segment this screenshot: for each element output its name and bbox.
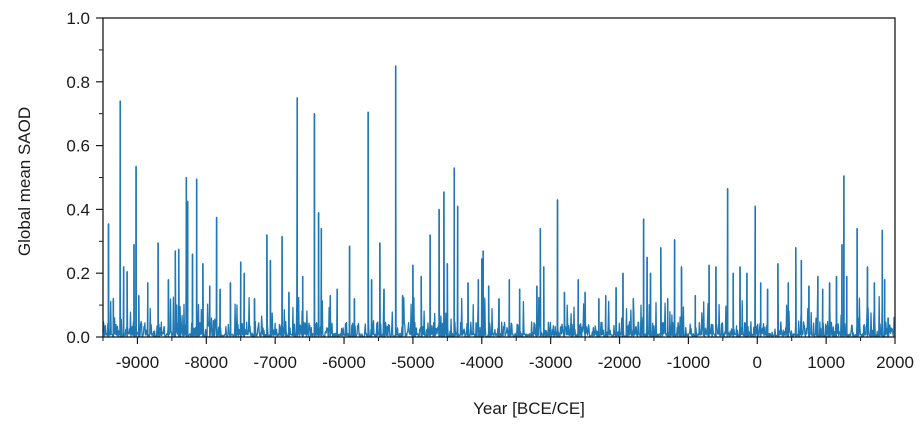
y-tick-label: 0.2 xyxy=(66,264,90,283)
saod-line xyxy=(102,65,895,338)
x-tick-label: 0 xyxy=(753,353,762,372)
x-tick-label: 1000 xyxy=(807,353,845,372)
x-tick-label: -5000 xyxy=(391,353,434,372)
x-tick-label: -8000 xyxy=(185,353,228,372)
x-tick-label: -9000 xyxy=(116,353,159,372)
x-tick-label: -4000 xyxy=(460,353,503,372)
x-tick-label: -2000 xyxy=(598,353,641,372)
y-tick-label: 0.8 xyxy=(66,73,90,92)
x-tick-label: -7000 xyxy=(253,353,296,372)
x-tick-label: -3000 xyxy=(529,353,572,372)
x-tick-label: -1000 xyxy=(667,353,710,372)
x-axis-title: Year [BCE/CE] xyxy=(473,399,585,418)
saod-series xyxy=(102,65,895,338)
x-axis: -9000 -8000 -7000 -6000 -5000 -4000 -3000 -2000… xyxy=(102,337,914,372)
y-axis: 0.0 0.2 0.4 0.6 0.8 1.0 xyxy=(66,9,103,347)
y-tick-label: 1.0 xyxy=(66,9,90,28)
y-tick-label: 0.6 xyxy=(66,137,90,156)
x-tick-label: -6000 xyxy=(322,353,365,372)
y-axis-title: Global mean SAOD xyxy=(15,107,34,256)
y-tick-label: 0.0 xyxy=(66,328,90,347)
y-tick-label: 0.4 xyxy=(66,200,90,219)
x-tick-label: 2000 xyxy=(876,353,914,372)
plot-frame xyxy=(102,17,896,338)
